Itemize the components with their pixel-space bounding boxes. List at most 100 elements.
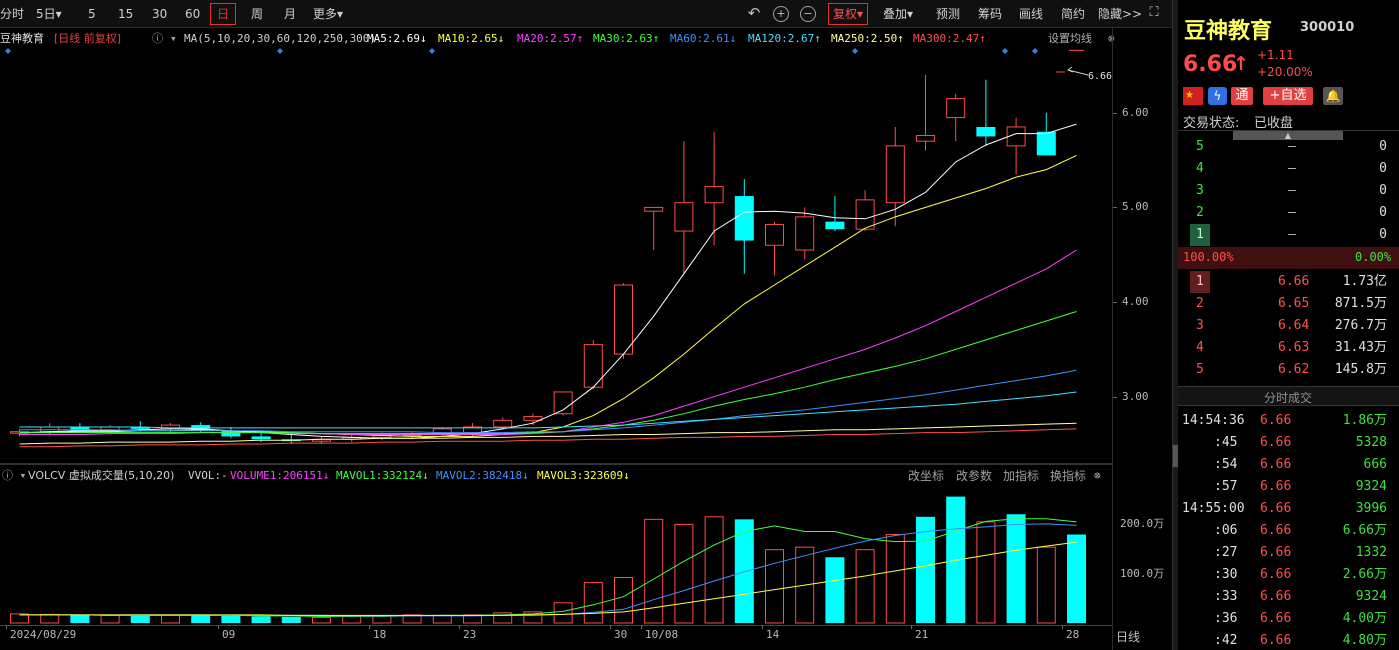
timeframe-tab-6[interactable]: 日: [210, 3, 237, 25]
chart-close-icon[interactable]: ⊗: [1108, 31, 1115, 47]
price-chart[interactable]: [0, 48, 1110, 460]
buy-level: 1: [1190, 271, 1210, 293]
volume-tool-button-3[interactable]: 换指标: [1050, 469, 1087, 483]
timeframe-tab-8[interactable]: 月: [284, 7, 297, 21]
price-tick-3: 3.00: [1122, 389, 1149, 403]
panel-divider[interactable]: [0, 463, 1112, 465]
axis-separator: [1112, 28, 1113, 650]
volume-tick-1: 100.0万: [1120, 567, 1165, 581]
candle-body-30: [916, 134, 935, 142]
chart-mode-label[interactable]: [日线 前复权]: [54, 32, 122, 45]
stock-name-label: 豆神教育: [0, 32, 44, 45]
trade-price: 6.66: [1260, 589, 1292, 604]
buy-row-3: 3 6.64 276.7万: [1178, 315, 1399, 337]
ma-value-1: MA10:2.65↓: [438, 32, 505, 45]
trade-row: :27 6.66 1332: [1178, 542, 1399, 564]
volume-close-icon[interactable]: ⊗: [1094, 469, 1101, 482]
sell-price: —: [1288, 139, 1296, 154]
trades-scrollbar[interactable]: [1172, 410, 1178, 650]
toolbar-button-2[interactable]: 预测: [936, 7, 961, 21]
toolbar-button-0[interactable]: 复权▾: [828, 3, 869, 25]
trade-time: :33: [1214, 589, 1238, 604]
x-tick-5: 10/08: [645, 628, 679, 641]
ma-value-3: MA30:2.63↑: [593, 32, 660, 45]
buy-level: 2: [1196, 296, 1204, 311]
orderbook-collapse-handle[interactable]: ▲: [1233, 131, 1343, 140]
ma-value-7: MA300:2.47↑: [913, 32, 986, 45]
candle-10/09: [674, 141, 694, 274]
sell-level: 3: [1196, 183, 1204, 198]
x-tick-3: 23: [463, 628, 477, 641]
volume-chart[interactable]: [0, 485, 1110, 625]
volume-bar-23: [704, 516, 724, 624]
sell-volume: 0: [1379, 205, 1387, 220]
sell-volume: 0: [1379, 161, 1387, 176]
ma-line-MA250: [19, 422, 1077, 445]
sell-level: 1: [1190, 224, 1210, 246]
trade-price: 6.66: [1260, 545, 1292, 560]
volume-bar-32: [976, 521, 996, 624]
trade-time: :30: [1214, 567, 1238, 582]
stock-code: 300010: [1300, 20, 1355, 35]
buy-ratio: 100.00%: [1183, 250, 1234, 264]
x-axis-period-label[interactable]: 日线: [1116, 630, 1141, 644]
price-tick-1: 5.00: [1122, 200, 1149, 214]
help-icon[interactable]: ⓘ: [152, 32, 163, 45]
timeframe-tab-5[interactable]: 60: [185, 7, 201, 21]
volume-tool-button-1[interactable]: 改参数: [956, 469, 993, 483]
trade-row: :54 6.66 666: [1178, 454, 1399, 476]
trade-volume: 2.66万: [1342, 567, 1387, 582]
toolbar-button-3[interactable]: 筹码: [978, 7, 1003, 21]
candle-body-16: [493, 419, 513, 428]
connect-badge[interactable]: 通: [1231, 87, 1253, 105]
timeframe-tab-7[interactable]: 周: [251, 7, 264, 21]
candle-09/27: [583, 339, 603, 390]
x-tick-mark-3: [459, 625, 460, 629]
undo-icon[interactable]: ↶: [747, 4, 761, 22]
candle-body-20: [614, 284, 633, 355]
volume-bar-14: [432, 614, 452, 624]
candle-body-2: [70, 426, 90, 431]
ma-value-2: MA20:2.57↑: [517, 32, 584, 45]
timeframe-tab-0[interactable]: 分时: [0, 7, 25, 21]
toolbar-button-6[interactable]: 隐藏>>: [1098, 7, 1143, 21]
panel-splitter[interactable]: [1172, 0, 1178, 650]
lightning-icon[interactable]: ϟ: [1208, 87, 1227, 105]
candle-body-22: [674, 202, 694, 232]
bell-icon[interactable]: 🔔: [1323, 87, 1343, 105]
timeframe-tab-2[interactable]: 5: [88, 7, 96, 21]
ma-settings-button[interactable]: 设置均线: [1048, 32, 1092, 45]
price-tick-mark-3: [1112, 396, 1117, 398]
ma-params-label: MA(5,10,20,30,60,120,250,300): [184, 32, 377, 45]
x-tick-mark-5: [641, 625, 642, 629]
toolbar-button-5[interactable]: 简约: [1061, 7, 1086, 21]
zoom-in-icon[interactable]: +: [773, 6, 789, 22]
trade-price: 6.66: [1260, 523, 1292, 538]
candle-10/23: [976, 79, 996, 146]
timeframe-tab-4[interactable]: 30: [152, 7, 168, 21]
fullscreen-icon[interactable]: ⛶: [1149, 5, 1159, 20]
price-up-arrow: ↑: [1233, 53, 1249, 75]
sell-row-2: 2 — 0: [1178, 202, 1399, 224]
volume-collapse-icon[interactable]: ⓘ ▾: [2, 469, 27, 482]
candle-10/24: [1006, 117, 1026, 175]
trade-time: :27: [1214, 545, 1238, 560]
last-price-marker: 6.66: [1088, 71, 1113, 82]
trade-price: 6.66: [1260, 435, 1292, 450]
toolbar-button-1[interactable]: 叠加▾: [883, 7, 914, 21]
timeframe-tab-1[interactable]: 5日▾: [36, 7, 62, 21]
toolbar-button-4[interactable]: 画线: [1019, 7, 1044, 21]
add-watchlist-button[interactable]: +自选: [1263, 87, 1313, 105]
candle-body-24: [734, 196, 754, 241]
collapse-icon[interactable]: ▾: [170, 32, 177, 45]
volume-value-3: MAVOL3:323609↓: [537, 469, 630, 482]
timeframe-tab-3[interactable]: 15: [118, 7, 134, 21]
volume-tool-button-0[interactable]: 改坐标: [908, 469, 945, 483]
timeframe-tab-9[interactable]: 更多▾: [313, 7, 344, 21]
zoom-out-icon[interactable]: −: [800, 6, 816, 22]
x-tick-6: 14: [766, 628, 780, 641]
trade-volume: 3996: [1355, 501, 1387, 516]
x-tick-0: 2024/08/29: [10, 628, 77, 641]
volume-tool-button-2[interactable]: 加指标: [1003, 469, 1040, 483]
candle-10/21: [916, 74, 935, 151]
